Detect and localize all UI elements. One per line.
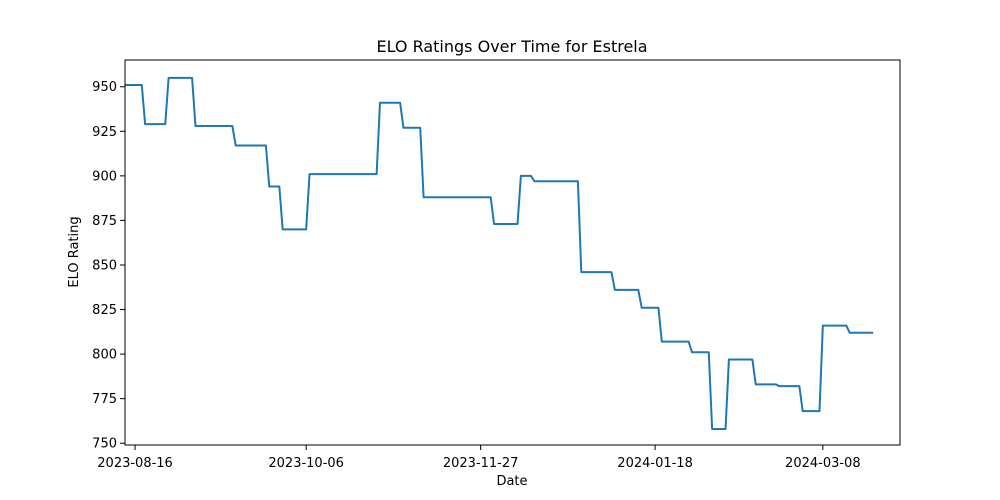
y-tick-label: 900 (92, 169, 117, 184)
x-tick-label: 2023-11-27 (443, 456, 519, 471)
x-tick-label: 2023-10-06 (268, 456, 344, 471)
plot-area-frame (124, 59, 901, 446)
y-tick-label: 850 (92, 258, 117, 273)
series-layer (125, 76, 874, 430)
y-tick-label: 875 (92, 214, 117, 229)
y-tick-label: 800 (92, 348, 117, 363)
x-axis-label: Date (496, 474, 527, 489)
x-tick-label: 2024-03-08 (785, 456, 861, 471)
y-tick-label: 750 (92, 437, 117, 452)
x-tick-label: 2023-08-16 (97, 456, 173, 471)
chart-title: ELO Ratings Over Time for Estrela (376, 37, 647, 56)
y-tick-label: 775 (92, 392, 117, 407)
y-tick-label: 925 (92, 125, 117, 140)
x-tick-label: 2024-01-18 (617, 456, 693, 471)
y-tick-label: 950 (92, 80, 117, 95)
y-axis-label: ELO Rating (67, 216, 82, 287)
y-tick-label: 825 (92, 303, 117, 318)
axis-ticks: 750 775 800 825 850 875 900 925 950 2023-08-16 202… (92, 80, 860, 471)
elo-series-line (125, 76, 874, 430)
